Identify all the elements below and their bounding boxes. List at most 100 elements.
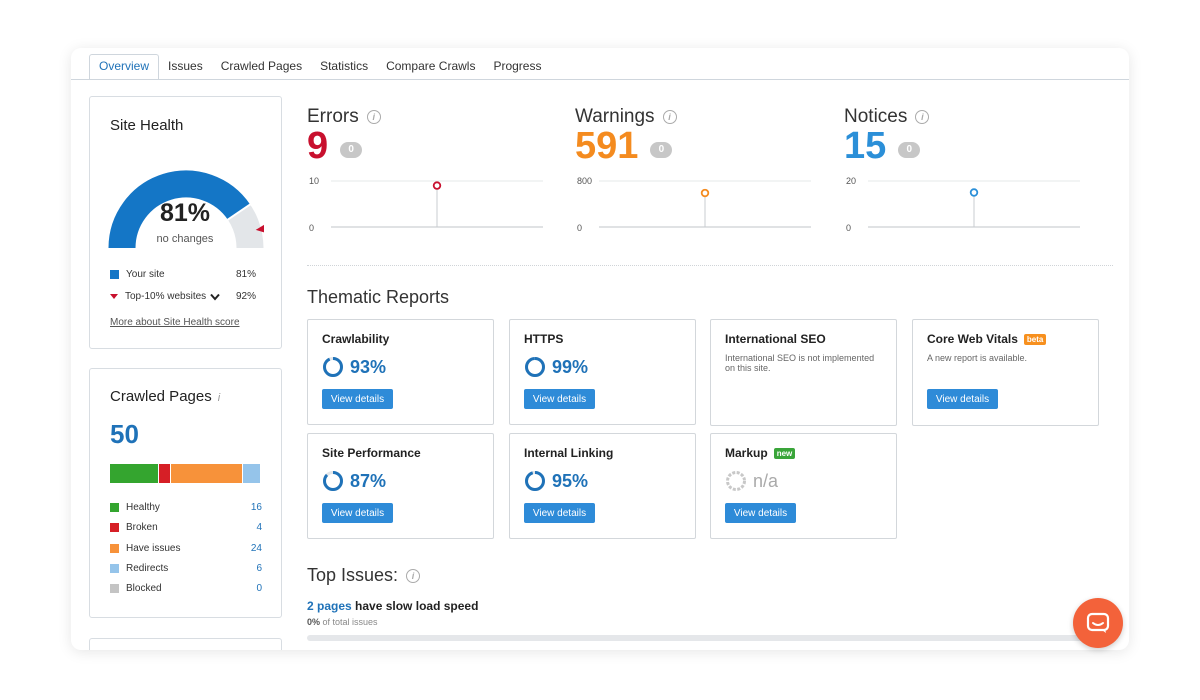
notices-count[interactable]: 15: [844, 125, 887, 167]
report-title: Internal Linking: [524, 446, 613, 460]
report-title-text: International SEO: [725, 332, 826, 346]
report-percent: 93%: [350, 356, 387, 377]
site-health-percent: 81%: [159, 199, 211, 227]
bar-segment-have-issues[interactable]: [170, 464, 242, 483]
report-score: 87%: [322, 470, 386, 492]
report-badge: beta: [1023, 333, 1047, 345]
legend-swatch: [110, 563, 119, 573]
tab-progress[interactable]: Progress: [493, 59, 542, 73]
view-details-button[interactable]: View details: [524, 503, 595, 523]
progress-ring-icon: [323, 357, 343, 377]
info-icon[interactable]: i: [217, 392, 221, 404]
data-point[interactable]: [432, 181, 442, 190]
info-icon[interactable]: i: [662, 110, 677, 124]
info-icon[interactable]: i: [406, 568, 421, 583]
report-description: A new report is available.: [927, 353, 1028, 363]
crawled-pages-title-text: Crawled Pages: [110, 388, 212, 405]
row-label: Healthy: [126, 502, 160, 513]
ring-fill: [525, 357, 545, 377]
report-card-internal-linking: Internal Linking 95% View details: [509, 433, 696, 539]
issue-pages-link[interactable]: 2 pages: [307, 599, 352, 613]
report-card-https: HTTPS 99% View details: [509, 319, 696, 425]
errors-label: Errors: [307, 106, 359, 127]
report-percent: n/a: [753, 470, 779, 491]
crawled-pages-row-broken[interactable]: Broken 4: [110, 522, 262, 533]
report-title-text: HTTPS: [524, 332, 564, 346]
crawled-pages-row-redirects[interactable]: Redirects 6: [110, 563, 262, 574]
row-value[interactable]: 4: [256, 522, 262, 534]
report-description: International SEO is not implemented on …: [725, 353, 875, 373]
issue-text: have slow load speed: [351, 599, 479, 613]
report-percent: 87%: [350, 470, 387, 491]
row-value[interactable]: 24: [250, 542, 262, 554]
triangle-down-icon: [110, 294, 118, 299]
section-divider: [307, 265, 1113, 266]
tab-statistics[interactable]: Statistics: [320, 59, 369, 73]
report-title: Markup new: [725, 446, 796, 460]
row-value[interactable]: 16: [250, 502, 262, 513]
view-details-button[interactable]: View details: [524, 389, 595, 409]
view-details-button[interactable]: View details: [927, 389, 998, 409]
site-health-card: Site Health 81% no changes Your site 81%…: [89, 96, 282, 349]
y-axis-min: 0: [577, 223, 582, 233]
view-details-button[interactable]: View details: [725, 503, 796, 523]
row-label: Blocked: [126, 583, 162, 595]
bar-segment-healthy[interactable]: [110, 464, 158, 483]
progress-ring-icon: [323, 471, 343, 491]
errors-trend-chart: 10 0: [309, 176, 543, 233]
tab-divider: [71, 79, 1129, 80]
view-details-button[interactable]: View details: [322, 503, 393, 523]
report-score: 99%: [524, 356, 588, 378]
row-value[interactable]: 6: [256, 562, 262, 574]
chat-support-button[interactable]: [1073, 598, 1123, 648]
legend-label: Your site: [126, 269, 165, 280]
progress-ring-icon: [525, 471, 545, 491]
crawled-pages-row-have-issues[interactable]: Have issues 24: [110, 543, 262, 554]
tab-compare-crawls[interactable]: Compare Crawls: [386, 59, 476, 73]
legend-swatch: [110, 503, 119, 512]
chevron-down-icon[interactable]: [210, 293, 220, 301]
tab-crawled-pages[interactable]: Crawled Pages: [220, 59, 303, 73]
report-score: 95%: [524, 470, 588, 492]
report-card-core-web-vitals: Core Web Vitals beta A new report is avail…: [912, 319, 1099, 426]
report-title: Crawlability: [322, 332, 389, 346]
top-issues-title: Top Issues:: [307, 565, 399, 585]
gauge-fill: [108, 170, 251, 249]
legend-your-site: Your site 81%: [110, 269, 256, 280]
report-title-text: Crawlability: [322, 332, 390, 346]
warnings-label: Warnings: [575, 106, 655, 127]
y-axis-min: 0: [309, 223, 314, 233]
issue-share-percent: 0%: [307, 617, 321, 627]
warnings-change-badge: 0: [650, 142, 673, 158]
warnings-count[interactable]: 591: [575, 125, 639, 167]
warnings-trend-chart: 800 0: [577, 176, 811, 233]
site-audit-panel: Overview Issues Crawled Pages Statistics…: [71, 48, 1129, 650]
row-value[interactable]: 0: [256, 583, 262, 595]
top-issue-item: 2 pages have slow load speed: [307, 599, 478, 613]
y-axis-max: 800: [577, 176, 592, 186]
row-label: Have issues: [126, 542, 181, 554]
info-icon[interactable]: i: [366, 110, 381, 124]
view-details-button[interactable]: View details: [322, 389, 393, 409]
info-icon[interactable]: i: [915, 110, 930, 124]
legend-top10[interactable]: Top-10% websites 92%: [110, 291, 256, 302]
report-title-text: Core Web Vitals: [927, 332, 1018, 346]
more-about-site-health-link[interactable]: More about Site Health score: [110, 317, 240, 328]
legend-swatch: [110, 523, 119, 533]
legend-swatch: [110, 543, 119, 553]
site-health-gauge: [108, 170, 264, 249]
errors-count[interactable]: 9: [307, 125, 329, 167]
data-point[interactable]: [700, 188, 710, 198]
legend-swatch: [110, 270, 119, 279]
tab-overview[interactable]: Overview: [89, 54, 160, 80]
notices-trend-chart: 20 0: [846, 176, 1080, 233]
data-point[interactable]: [969, 188, 979, 197]
crawled-pages-row-blocked[interactable]: Blocked 0: [110, 583, 262, 594]
crawled-pages-count[interactable]: 50: [110, 419, 139, 449]
bar-segment-broken[interactable]: [158, 464, 170, 483]
bar-segment-redirects[interactable]: [242, 464, 260, 483]
crawled-pages-row-healthy[interactable]: Healthy 16: [110, 502, 262, 513]
tab-issues[interactable]: Issues: [168, 59, 203, 73]
warnings-metric: Warnings i 591 0: [575, 106, 677, 166]
